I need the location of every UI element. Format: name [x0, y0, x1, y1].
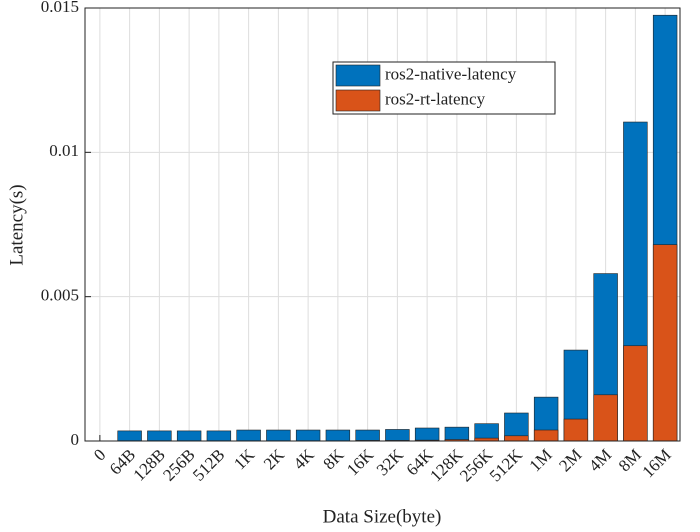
bar	[593, 394, 618, 442]
x-axis-label: Data Size(byte)	[323, 506, 442, 527]
legend-swatch	[335, 89, 381, 112]
x-tick-label: 8K	[319, 445, 348, 474]
x-tick-label: 16K	[343, 445, 378, 480]
x-tick-label: 1M	[526, 445, 556, 475]
legend-swatch	[335, 64, 381, 87]
x-tick-label: 16M	[639, 445, 675, 481]
y-tick-label: 0.01	[49, 141, 79, 160]
bar	[325, 429, 351, 442]
x-tick-label: 256K	[456, 445, 497, 486]
bar	[266, 429, 291, 442]
y-tick-label: 0.005	[41, 286, 79, 305]
legend-label: ros2-rt-latency	[385, 89, 486, 108]
x-tick-label: 1K	[230, 445, 259, 474]
bar	[295, 429, 321, 442]
bar	[117, 430, 142, 442]
bar	[563, 418, 589, 442]
x-tick-label: 512K	[486, 445, 527, 486]
x-tick-label: 4K	[290, 445, 319, 474]
bar	[206, 430, 232, 442]
bar	[533, 429, 559, 442]
bar	[236, 429, 261, 442]
x-tick-label: 128K	[426, 445, 467, 486]
bar	[652, 244, 678, 442]
y-tick-label: 0.015	[41, 0, 79, 16]
bar	[623, 345, 648, 442]
x-tick-label: 512B	[189, 445, 228, 484]
x-tick-label: 128B	[129, 445, 168, 484]
y-axis-label: Latency(s)	[6, 184, 27, 265]
legend-label: ros2-native-latency	[385, 64, 517, 83]
bar	[147, 430, 172, 442]
bar	[385, 429, 410, 442]
bar	[504, 435, 529, 442]
plot-frame	[84, 7, 681, 442]
x-tick-label: 0	[90, 445, 109, 464]
x-tick-label: 256B	[159, 445, 198, 484]
x-tick-label: 2K	[260, 445, 289, 474]
bar	[414, 427, 440, 442]
y-tick-label: 0	[71, 430, 80, 449]
x-tick-label: 2M	[555, 445, 585, 475]
bar	[444, 426, 470, 442]
x-tick-label: 32K	[373, 445, 408, 480]
bar	[176, 430, 202, 442]
x-tick-label: 4M	[585, 445, 615, 475]
bar	[355, 429, 380, 442]
